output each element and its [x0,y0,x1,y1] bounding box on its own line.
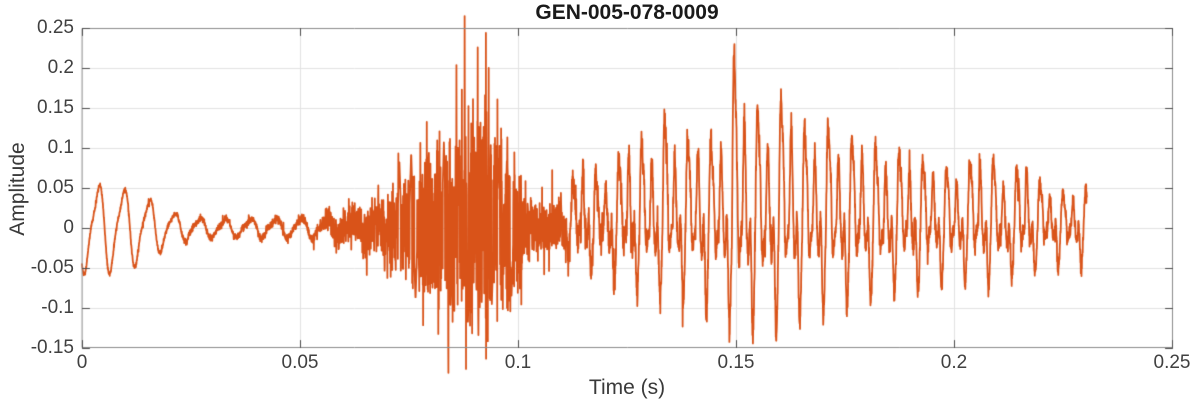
y-tick-label: 0 [63,217,74,238]
x-tick-label: 0 [76,352,88,373]
x-tick-label: 0.15 [717,352,755,373]
x-axis-label: Time (s) [588,376,666,399]
x-tick-label: 0.2 [940,352,968,373]
y-tick-label: 0.25 [37,17,74,38]
y-tick-label: 0.15 [37,97,74,118]
y-tick-label: 0.2 [47,57,74,78]
y-tick-label: 0.1 [47,137,74,158]
x-tick-label: 0.1 [504,352,532,373]
y-tick-label: -0.15 [30,337,74,358]
y-tick-label: 0.05 [37,177,74,198]
x-tick-label: 0.05 [281,352,319,373]
y-tick-label: -0.1 [41,297,74,318]
chart-title: GEN-005-078-0009 [535,1,719,24]
y-tick-label: -0.05 [30,257,74,278]
x-tick-label: 0.25 [1153,352,1191,373]
